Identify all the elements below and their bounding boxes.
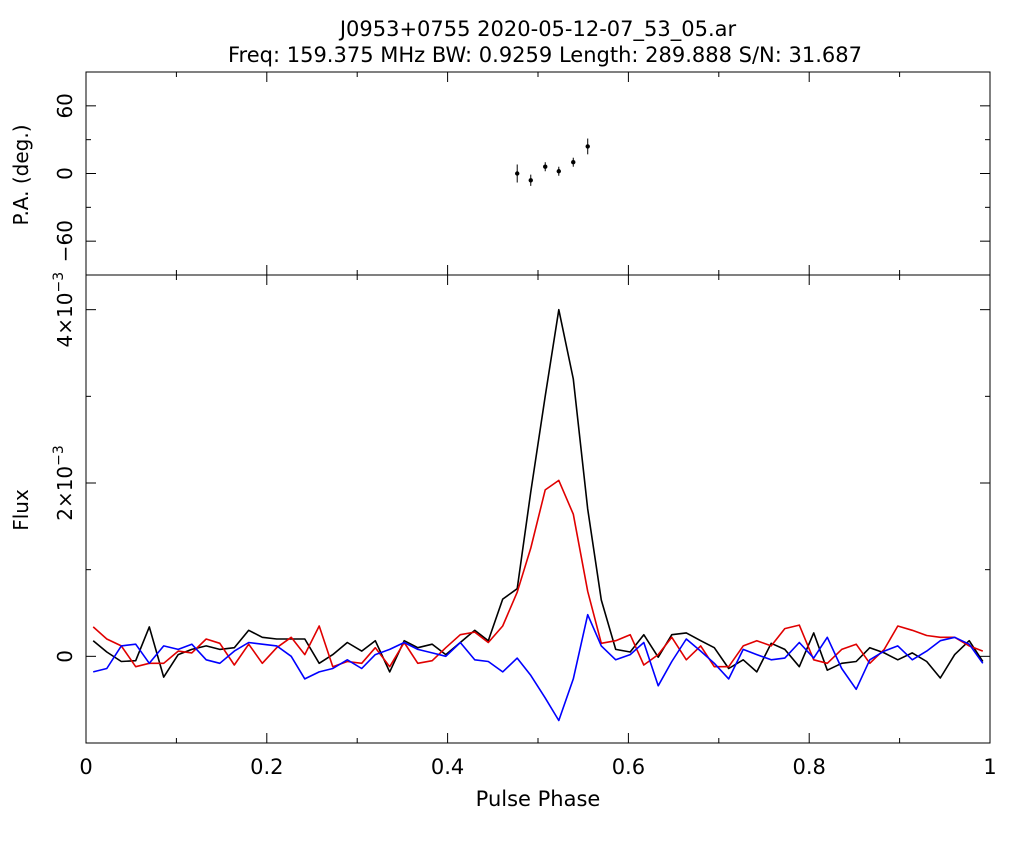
flux-panel: 0 2×10−3 4×10−3 bbox=[51, 272, 991, 744]
flux-y-tick-label: 0 bbox=[53, 650, 77, 663]
x-tick-label: 0.4 bbox=[431, 755, 464, 779]
x-axis-tick-labels: 0 0.2 0.4 0.6 0.8 1 bbox=[79, 755, 996, 779]
pa-axis-label: P.A. (deg.) bbox=[9, 124, 33, 225]
x-tick-label: 0.8 bbox=[792, 755, 825, 779]
flux-y-tick-label: 2×10−3 bbox=[51, 445, 77, 521]
x-tick-label: 0.6 bbox=[612, 755, 645, 779]
pa-y-tick-label: 0 bbox=[53, 167, 77, 180]
pa-point bbox=[556, 169, 561, 174]
chart-title: J0953+0755 2020-05-12-07_53_05.ar bbox=[338, 17, 737, 42]
x-axis-label: Pulse Phase bbox=[476, 787, 601, 811]
chart-subtitle: Freq: 159.375 MHz BW: 0.9259 Length: 289… bbox=[228, 43, 862, 67]
pa-point bbox=[585, 144, 590, 149]
x-tick-label: 0 bbox=[79, 755, 92, 779]
pa-y-tick-label: −60 bbox=[53, 220, 77, 262]
pa-point bbox=[571, 160, 576, 165]
flux-series-line-1 bbox=[92, 479, 984, 668]
flux-y-tick-label: 4×10−3 bbox=[51, 272, 77, 348]
flux-frame bbox=[85, 274, 991, 744]
flux-axis-label: Flux bbox=[9, 489, 33, 531]
flux-series-line-0 bbox=[92, 308, 984, 679]
pa-point bbox=[528, 178, 533, 183]
x-tick-label: 1 bbox=[983, 755, 996, 779]
pa-point bbox=[543, 164, 548, 169]
pa-y-tick-label: 60 bbox=[53, 93, 77, 118]
pa-point bbox=[515, 171, 520, 176]
pa-frame bbox=[85, 71, 991, 276]
x-tick-label: 0.2 bbox=[250, 755, 283, 779]
flux-series-line-2 bbox=[93, 613, 984, 722]
pa-panel: −60 0 60 bbox=[53, 71, 991, 276]
